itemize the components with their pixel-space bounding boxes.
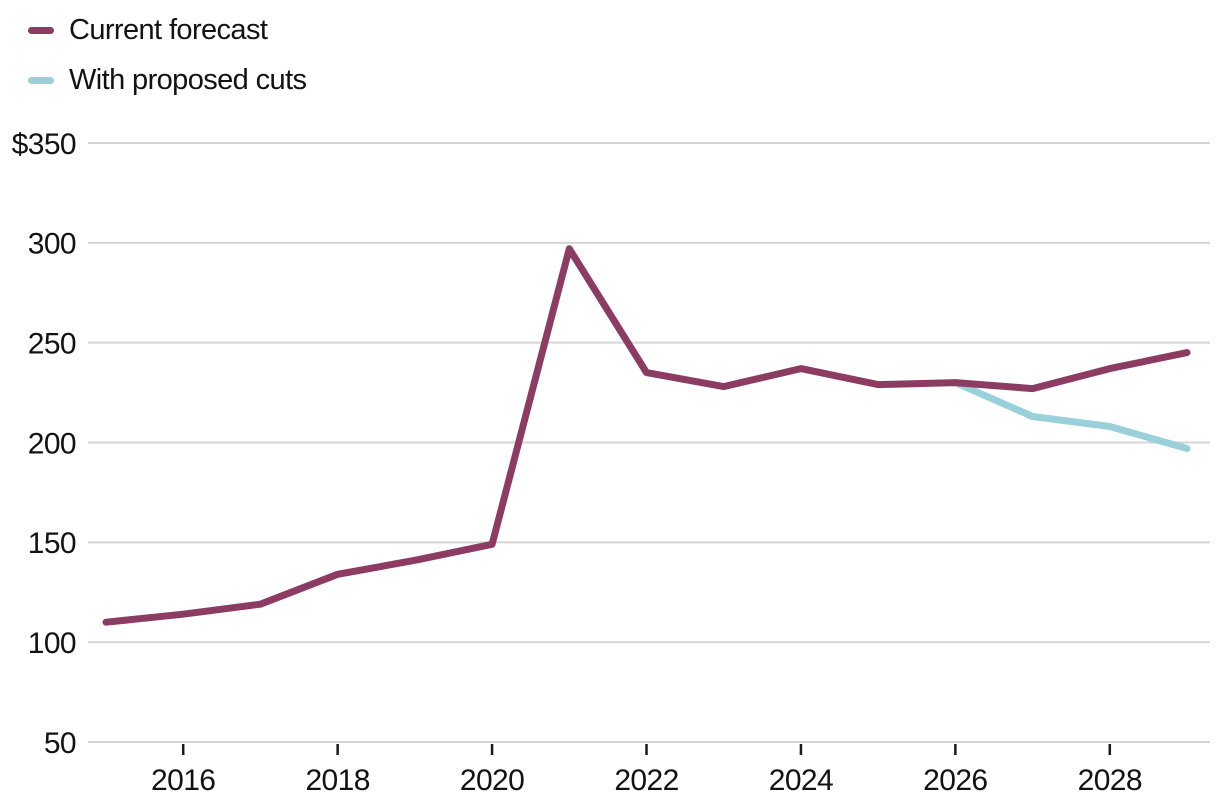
series-line-with-proposed-cuts [951, 379, 1191, 452]
legend-swatch-current-forecast [28, 26, 54, 34]
chart-legend: Current forecast With proposed cuts [28, 12, 307, 98]
y-axis-tick-label-350: $350 [12, 128, 76, 161]
legend-swatch-proposed-cuts [28, 76, 54, 84]
legend-item-proposed-cuts: With proposed cuts [28, 62, 307, 98]
y-axis-tick-label-250: 250 [28, 327, 76, 360]
y-axis-tick-label-100: 100 [28, 627, 76, 660]
y-axis-tick-label-300: 300 [28, 228, 76, 261]
legend-label-proposed-cuts: With proposed cuts [69, 63, 307, 96]
x-axis-tick-label-2024: 2024 [769, 764, 833, 797]
legend-label-current-forecast: Current forecast [69, 13, 268, 46]
y-axis-tick-label-150: 150 [28, 527, 76, 560]
x-axis-tick-label-2020: 2020 [460, 764, 524, 797]
legend-item-current-forecast: Current forecast [28, 12, 306, 48]
x-axis-tick-label-2028: 2028 [1078, 764, 1142, 797]
y-axis-tick-label-200: 200 [28, 427, 76, 460]
x-axis-tick-label-2022: 2022 [614, 764, 678, 797]
x-axis-tick-label-2016: 2016 [151, 764, 215, 797]
y-axis-tick-label-50: 50 [44, 727, 76, 760]
x-axis-tick-label-2018: 2018 [305, 764, 369, 797]
x-axis-tick-label-2026: 2026 [923, 764, 987, 797]
series-line-current-forecast [102, 245, 1191, 626]
